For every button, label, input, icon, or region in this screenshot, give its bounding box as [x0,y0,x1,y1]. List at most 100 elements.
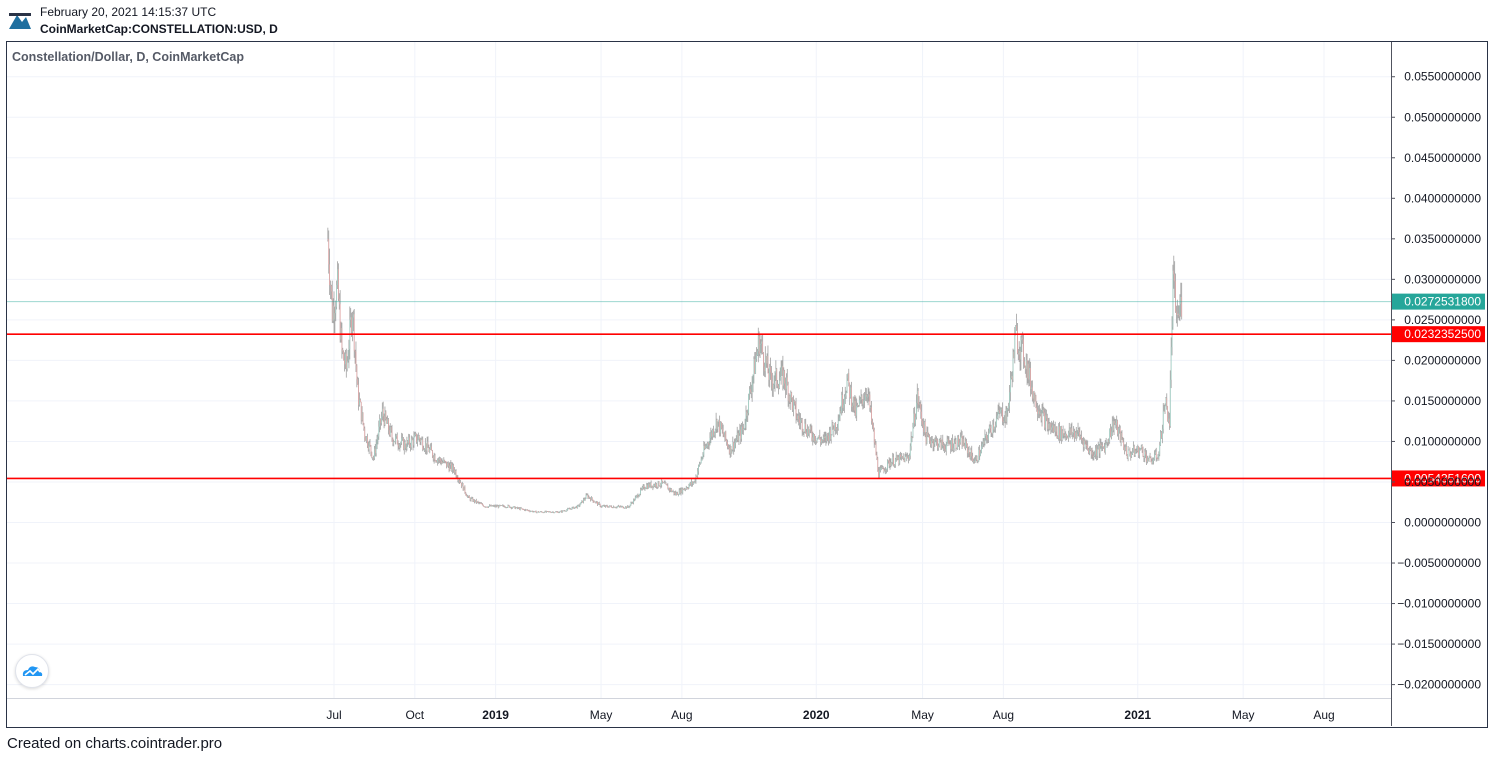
candle-down [789,395,791,403]
candle-up [831,422,833,435]
candle-down [1108,440,1110,443]
candle-up [834,423,836,432]
candle-down [989,426,991,429]
candle-up [939,438,941,440]
candle-down [903,457,905,462]
candle-down [345,353,347,369]
candle-up [894,459,896,465]
candle-down [461,482,462,487]
candle-up [790,392,792,403]
candle-down [875,444,877,455]
candle-up [766,355,768,364]
candle-down [911,437,913,439]
candle-up [488,506,489,508]
candle-up [732,442,734,450]
candle-up [866,396,868,398]
candle-down [1142,450,1144,457]
candle-up [807,428,808,436]
candle-up [461,483,463,487]
candle-down [855,401,857,416]
candle-up [830,434,832,440]
price-chart[interactable]: 0.0272531800 0.0232352500 0.0054351600 0.0… [7,42,1486,726]
candle-up [1132,451,1133,454]
candle-up [816,438,818,442]
candle-up [580,502,582,505]
candle-down [722,429,724,435]
candle-up [625,506,626,508]
candle-up [859,399,861,401]
candle-down [338,269,339,299]
candle-up [379,418,381,427]
candle-down [503,505,504,507]
candle-down [520,507,522,509]
tradingview-cloud-icon[interactable] [15,654,49,688]
candle-down [930,440,931,445]
candle-up [759,343,761,354]
candle-down [425,443,427,451]
symbol-label: CoinMarketCap:CONSTELLATION:USD, D [40,22,278,36]
candle-up [1012,351,1014,380]
candle-up [788,395,790,401]
candle-down [802,430,804,432]
candle-down [851,387,852,407]
candle-down [986,434,988,439]
candle-up [387,419,388,424]
candle-down [812,437,814,441]
candle-down [872,421,873,426]
candle-down [873,429,875,443]
candle-down [820,438,822,443]
candle-up [1152,461,1154,464]
candle-down [396,434,398,445]
candle-down [999,411,1001,413]
candle-down [468,496,469,497]
candle-down [547,511,549,513]
candle-down [344,360,345,365]
candle-down [733,442,735,450]
candle-up [661,480,663,486]
candle-down [524,509,525,511]
candle-up [1154,451,1156,455]
candle-up [530,511,532,513]
candle-up [946,438,948,445]
candle-down [663,482,665,484]
candle-down [477,501,479,503]
candle-up [843,404,844,408]
candle-down [833,428,835,432]
candle-down [652,485,654,488]
candle-down [1181,296,1183,317]
candle-down [453,469,455,473]
candle-up [568,508,569,510]
candle-up [803,431,805,433]
candle-down [338,298,340,305]
candle-down [1149,455,1151,458]
candle-up [566,509,568,512]
candle-up [515,507,517,509]
candle-down [944,445,945,450]
candle-down [659,486,661,487]
candle-up [880,468,882,470]
candle-up [992,424,994,434]
candle-down [805,423,807,433]
candle-down [835,423,836,430]
candle-down [444,460,446,462]
candle-down [815,440,817,442]
candle-down [950,444,952,449]
candle-down [814,434,815,442]
candle-up [1120,432,1122,442]
candle-down [606,505,608,507]
candle-up [954,440,956,443]
candle-up [915,417,916,424]
candle-up [909,446,911,456]
candle-up [430,446,431,450]
candle-down [1126,455,1128,459]
candle-down [353,314,355,351]
candle-down [727,442,728,447]
y-tick-label: 0.0300000000 [1404,272,1481,286]
candle-down [887,460,889,462]
candle-down [971,450,973,457]
candle-down [917,390,919,405]
candle-up [684,489,685,490]
candle-up [706,446,707,448]
candle-up [967,449,969,454]
candle-up [793,400,794,410]
